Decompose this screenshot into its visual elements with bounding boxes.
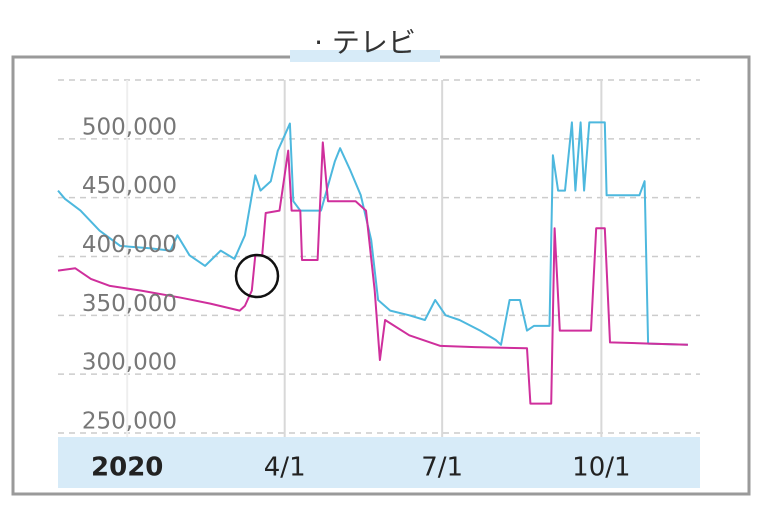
x-tick-label: 2020: [91, 453, 163, 483]
y-tick-label: 300,000: [82, 350, 177, 376]
x-tick-label: 10/1: [572, 453, 630, 483]
y-tick-label: 250,000: [82, 409, 177, 435]
x-tick-label: 7/1: [421, 453, 463, 483]
y-tick-label: 350,000: [82, 291, 177, 317]
line-series: [57, 141, 688, 405]
chart-title: · テレビ: [314, 26, 416, 59]
x-tick-label: 4/1: [264, 453, 306, 483]
frame: [11, 55, 751, 496]
line-series: [57, 121, 688, 346]
y-tick-label: 450,000: [82, 173, 177, 199]
y-tick-label: 500,000: [82, 114, 177, 140]
x-axis-band: [58, 437, 700, 488]
y-tick-label: 400,000: [82, 232, 177, 258]
highlight-circle: [234, 253, 280, 299]
title-highlight: [290, 50, 440, 62]
